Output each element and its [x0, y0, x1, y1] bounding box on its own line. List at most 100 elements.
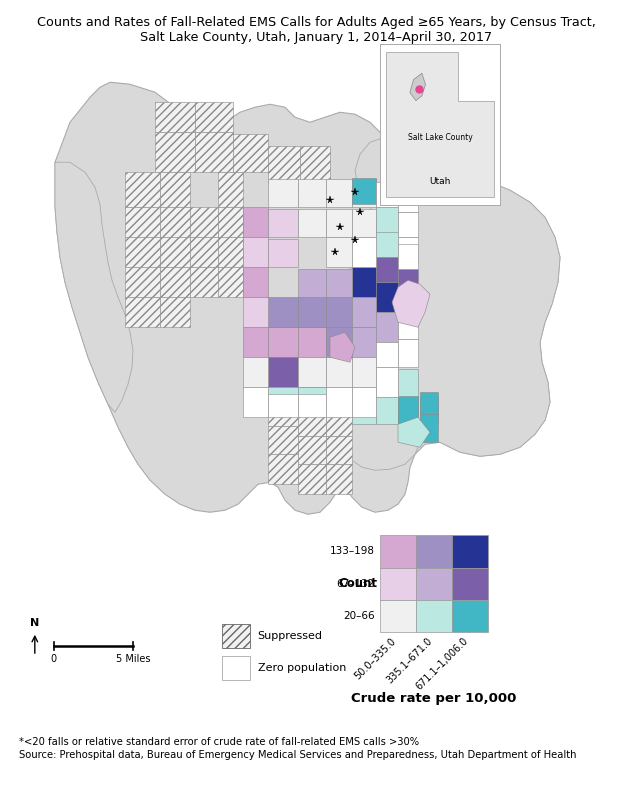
Bar [218, 172, 243, 207]
Bar [376, 396, 398, 424]
Bar [298, 394, 326, 417]
Text: 0: 0 [51, 654, 57, 664]
Bar [352, 357, 376, 387]
Bar [398, 188, 418, 213]
Bar [398, 213, 418, 237]
Bar [352, 180, 376, 207]
Bar [416, 568, 452, 600]
Bar [380, 600, 416, 632]
Polygon shape [55, 163, 133, 412]
Bar [160, 267, 190, 297]
Bar [298, 357, 326, 387]
Text: 50.0–335.0: 50.0–335.0 [353, 636, 398, 681]
Bar [243, 357, 268, 387]
Bar [243, 267, 268, 297]
Bar [218, 237, 243, 267]
Bar [376, 367, 398, 397]
Polygon shape [398, 417, 430, 448]
Bar [398, 269, 418, 297]
Bar [268, 454, 298, 485]
Bar [195, 132, 233, 172]
Bar [398, 244, 418, 269]
Bar [268, 357, 298, 387]
Bar [452, 600, 488, 632]
Text: Zero population: Zero population [258, 663, 346, 673]
Text: Crude rate per 10,000: Crude rate per 10,000 [351, 692, 517, 705]
Text: Source: Prehospital data, Bureau of Emergency Medical Services and Preparedness,: Source: Prehospital data, Bureau of Emer… [19, 750, 577, 760]
Bar [398, 369, 418, 397]
Bar [298, 180, 326, 207]
Text: N: N [30, 618, 39, 628]
Bar [420, 396, 438, 424]
Bar [326, 328, 352, 357]
Bar [376, 342, 398, 367]
Polygon shape [330, 332, 355, 362]
Bar [326, 411, 352, 436]
Bar [160, 172, 190, 207]
Bar [243, 328, 268, 357]
Bar [195, 102, 233, 132]
Text: 133–198: 133–198 [330, 547, 375, 556]
Bar [160, 297, 190, 328]
Bar [298, 387, 326, 411]
Bar [380, 568, 416, 600]
Bar [376, 283, 398, 312]
Bar [300, 147, 330, 184]
Bar [125, 237, 160, 267]
Bar [326, 436, 352, 464]
Bar [268, 394, 298, 417]
Text: Suppressed: Suppressed [258, 631, 323, 641]
Polygon shape [410, 73, 425, 101]
Bar [298, 297, 326, 328]
Bar [298, 328, 326, 357]
Bar [376, 312, 398, 342]
Bar [243, 387, 268, 417]
Text: 5 Miles: 5 Miles [116, 654, 150, 664]
Bar [268, 209, 298, 237]
Bar [452, 568, 488, 600]
Bar [222, 624, 250, 648]
Bar [268, 328, 298, 357]
Bar [420, 392, 438, 415]
Bar [326, 297, 352, 328]
Bar [268, 180, 298, 207]
Text: Counts and Rates of Fall-Related EMS Calls for Adults Aged ≥65 Years, by Census : Counts and Rates of Fall-Related EMS Cal… [37, 16, 596, 29]
Bar [326, 464, 352, 494]
Bar [380, 535, 416, 568]
Bar [268, 400, 298, 427]
Bar [190, 207, 218, 237]
Bar [376, 229, 398, 258]
Bar [326, 237, 352, 267]
Bar [326, 357, 352, 387]
Polygon shape [332, 132, 560, 470]
Bar [352, 297, 376, 328]
Bar [190, 237, 218, 267]
Bar [398, 339, 418, 367]
Text: Salt Lake County, Utah, January 1, 2014–April 30, 2017: Salt Lake County, Utah, January 1, 2014–… [141, 31, 492, 43]
Text: 671.1–1,006.0: 671.1–1,006.0 [414, 636, 470, 692]
Bar [125, 172, 160, 207]
Bar [190, 267, 218, 297]
Text: Salt Lake County: Salt Lake County [408, 133, 472, 142]
Bar [298, 269, 326, 297]
Bar [326, 387, 352, 417]
Bar [160, 207, 190, 237]
Bar [352, 387, 376, 417]
Bar [352, 328, 376, 357]
Bar [376, 182, 398, 207]
Bar [298, 436, 326, 464]
Bar [160, 237, 190, 267]
Bar [268, 427, 298, 454]
Bar [233, 134, 268, 172]
Bar [352, 209, 376, 237]
Text: 67–132: 67–132 [336, 579, 375, 588]
Bar [155, 132, 195, 172]
Bar [352, 267, 376, 297]
Bar [268, 387, 298, 411]
Polygon shape [55, 82, 560, 514]
Bar [125, 207, 160, 237]
Bar [398, 396, 418, 424]
Bar [268, 297, 298, 328]
Bar [298, 464, 326, 494]
Bar [420, 415, 438, 442]
